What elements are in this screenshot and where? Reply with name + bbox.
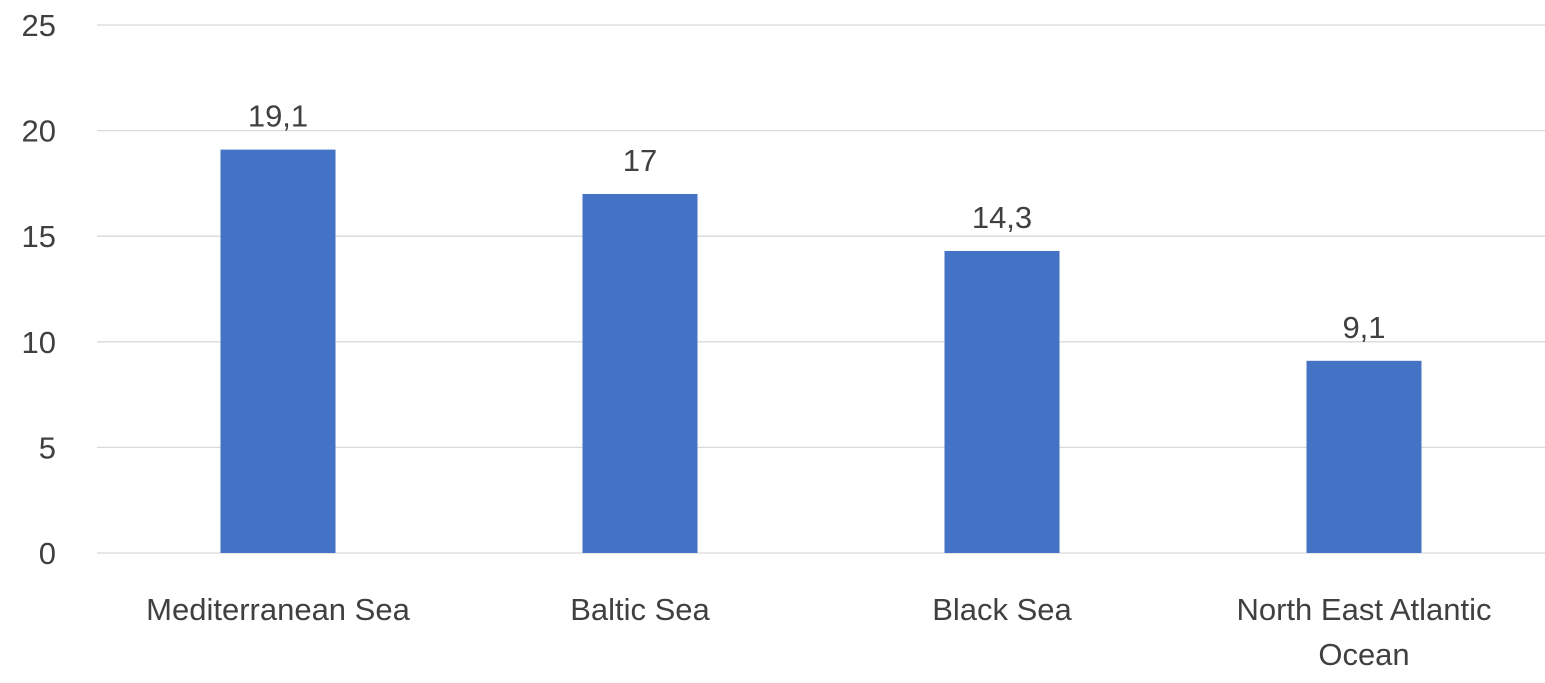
x-tick-label: North East Atlantic Ocean — [1236, 592, 1491, 672]
data-label: 14,3 — [972, 200, 1032, 235]
y-tick-label: 0 — [39, 536, 56, 571]
bar-4 — [1306, 360, 1422, 553]
y-tick-label: 20 — [22, 114, 56, 149]
bars — [220, 149, 1422, 553]
data-label: 9,1 — [1342, 310, 1385, 345]
data-label: 17 — [623, 143, 657, 178]
bar-1 — [220, 149, 336, 553]
x-tick-label: Black Sea — [932, 592, 1072, 627]
y-tick-label: 15 — [22, 219, 56, 254]
x-axis-ticks: Mediterranean Sea Baltic Sea Black Sea Nort… — [146, 592, 1491, 672]
gridlines — [97, 24, 1545, 554]
data-label: 19,1 — [248, 99, 308, 134]
y-tick-label: 5 — [39, 430, 56, 465]
y-tick-label: 25 — [22, 8, 56, 43]
bar-3 — [944, 250, 1060, 553]
y-axis-ticks: 0 5 10 15 20 25 — [22, 8, 56, 571]
y-tick-label: 10 — [22, 325, 56, 360]
x-tick-label: Baltic Sea — [570, 592, 710, 627]
x-tick-label: Mediterranean Sea — [146, 592, 410, 627]
data-labels: 19,1 17 14,3 9,1 — [248, 99, 1386, 345]
bar-2 — [582, 193, 698, 553]
